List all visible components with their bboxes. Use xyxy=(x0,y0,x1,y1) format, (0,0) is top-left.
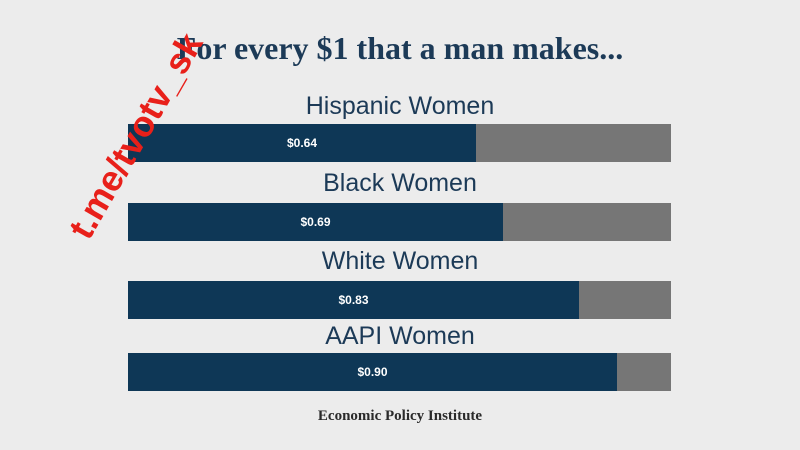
bar-label: White Women xyxy=(321,247,479,275)
bar-fill: $0.83 xyxy=(128,281,579,319)
chart-title: For every $1 that a man makes... xyxy=(176,30,624,66)
bar-track: $0.69 xyxy=(128,203,671,241)
bar-fill: $0.69 xyxy=(128,203,503,241)
bar-value-label: $0.69 xyxy=(300,215,331,229)
bar-value-label: $0.64 xyxy=(286,136,318,150)
source-credit: Economic Policy Institute xyxy=(317,408,483,424)
bar-label: Hispanic Women xyxy=(305,92,495,120)
bar-track: $0.90 xyxy=(128,353,671,391)
bar-fill: $0.90 xyxy=(128,353,617,391)
bar-label: Black Women xyxy=(323,169,477,197)
bar-value-label: $0.90 xyxy=(357,365,388,379)
bar-track: $0.83 xyxy=(128,281,671,319)
bar-label: AAPI Women xyxy=(325,322,475,350)
bar-value-label: $0.83 xyxy=(338,293,369,307)
bar-fill: $0.64 xyxy=(128,124,476,162)
bar-track: $0.64 xyxy=(128,124,671,162)
